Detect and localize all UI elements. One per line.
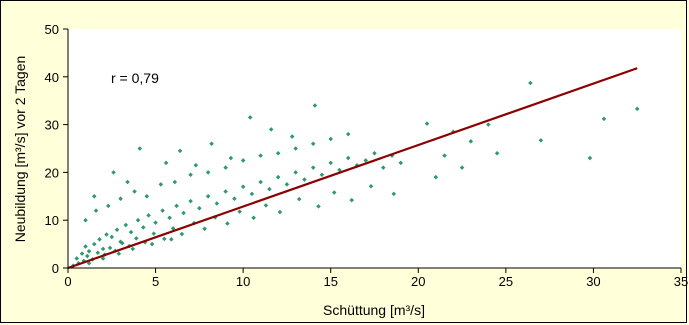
trendline xyxy=(67,67,638,270)
data-point xyxy=(442,153,447,158)
y-axis-title: Neubildung [m³/s] vor 2 Tagen xyxy=(12,56,28,243)
data-point xyxy=(86,249,92,254)
data-point xyxy=(85,253,90,259)
ticks-layer: 0 5 10 15 20 25 30 35 0 10 20 30 40 50 xyxy=(45,22,688,289)
x-tick-label: 0 xyxy=(64,274,71,289)
data-point xyxy=(116,251,122,256)
x-axis-title: Schüttung [m³/s] xyxy=(323,302,425,318)
data-point xyxy=(275,151,281,156)
data-point xyxy=(95,250,101,255)
data-point xyxy=(125,179,130,185)
y-tick-label: 0 xyxy=(52,261,59,276)
data-point xyxy=(331,190,337,195)
data-point xyxy=(97,237,102,242)
data-point xyxy=(337,167,342,173)
data-point xyxy=(106,203,111,209)
data-point xyxy=(424,121,430,126)
data-point xyxy=(93,208,99,213)
data-point xyxy=(114,227,120,233)
data-point xyxy=(363,158,369,163)
x-tick-label: 35 xyxy=(674,274,688,289)
data-point xyxy=(293,146,298,151)
data-point xyxy=(319,172,325,178)
x-tick-label: 25 xyxy=(499,274,513,289)
data-point xyxy=(284,182,290,187)
data-point xyxy=(79,251,85,256)
plot-area xyxy=(68,29,681,268)
data-point xyxy=(349,197,354,203)
y-tick-label: 20 xyxy=(45,165,59,180)
y-tick-label: 40 xyxy=(45,70,59,85)
data-point xyxy=(109,234,115,240)
data-point xyxy=(459,165,465,170)
data-point xyxy=(398,160,404,166)
data-point xyxy=(316,204,321,209)
y-tick-label: 30 xyxy=(45,118,59,133)
data-point xyxy=(118,196,123,201)
x-tick-label: 10 xyxy=(236,274,250,289)
data-point xyxy=(100,246,106,252)
x-tick-label: 20 xyxy=(411,274,425,289)
data-point xyxy=(83,244,88,249)
x-tick-label: 15 xyxy=(323,274,337,289)
data-point xyxy=(275,174,281,180)
data-point xyxy=(92,194,97,199)
data-point xyxy=(345,155,351,161)
data-point xyxy=(293,170,298,175)
data-point xyxy=(380,165,386,170)
y-tick-label: 50 xyxy=(45,22,59,37)
data-point xyxy=(258,153,263,158)
x-tick-label: 30 xyxy=(586,274,600,289)
data-point xyxy=(310,165,316,170)
x-tick-label: 5 xyxy=(152,274,159,289)
correlation-annotation: r = 0,79 xyxy=(111,70,159,86)
data-point xyxy=(92,241,97,247)
data-point xyxy=(83,217,88,223)
data-point xyxy=(433,174,439,180)
data-point xyxy=(123,222,129,228)
data-point xyxy=(368,183,374,189)
data-point xyxy=(107,245,113,251)
y-tick-label: 10 xyxy=(45,213,59,228)
data-point xyxy=(111,170,116,175)
data-point xyxy=(267,186,272,192)
data-point xyxy=(312,103,318,108)
data-point xyxy=(104,232,109,237)
data-point xyxy=(328,160,333,166)
